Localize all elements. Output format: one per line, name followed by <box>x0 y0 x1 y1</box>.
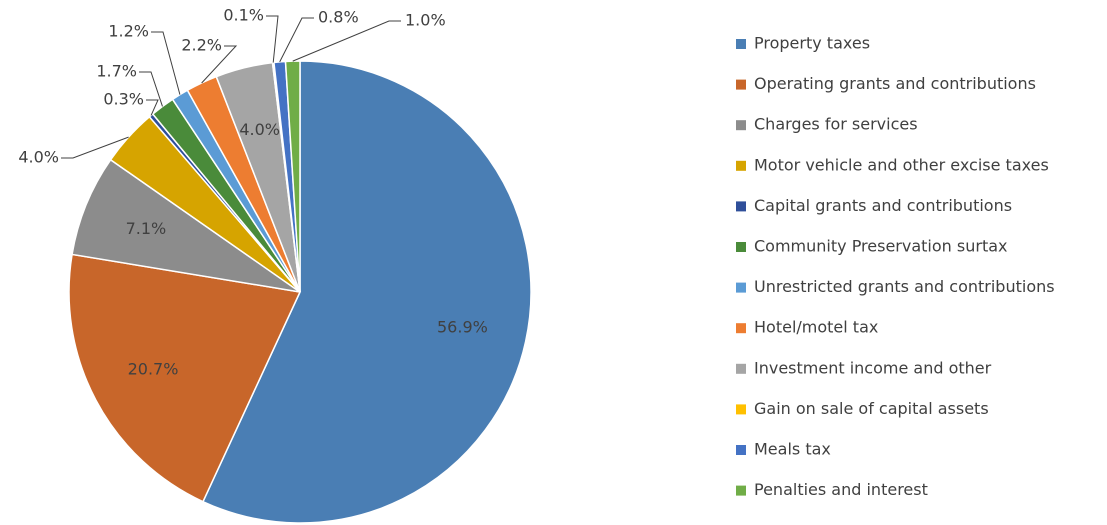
legend-swatch <box>736 242 746 252</box>
legend-swatch <box>736 201 746 212</box>
legend-swatch <box>736 160 746 171</box>
legend-swatch <box>736 39 746 49</box>
legend: Property taxes Operating grants and contr… <box>736 34 1055 499</box>
data-labels: 56.9% 20.7% 7.1% 4.0% 0.3% 1.7% 1.2% 2.2% 4.0% 0.… <box>18 6 487 379</box>
data-label: 1.0% <box>405 11 446 30</box>
legend-label: Property taxes <box>754 34 870 53</box>
data-label: 1.7% <box>96 62 137 81</box>
data-label: 4.0% <box>239 120 280 139</box>
pie-slice <box>68 253 302 503</box>
pie-slice <box>284 60 301 293</box>
data-label: 1.2% <box>108 22 149 41</box>
legend-swatch <box>736 363 746 374</box>
legend-label: Gain on sale of capital assets <box>754 399 989 418</box>
data-label: 2.2% <box>181 36 222 55</box>
pie-slice <box>201 60 532 524</box>
pie <box>68 60 532 524</box>
legend-label: Charges for services <box>754 115 918 134</box>
legend-swatch <box>736 79 746 90</box>
data-label: 56.9% <box>437 317 488 336</box>
legend-swatch <box>736 323 746 334</box>
data-label: 7.1% <box>126 219 167 238</box>
data-label: 20.7% <box>128 359 179 378</box>
legend-label: Motor vehicle and other excise taxes <box>754 155 1049 174</box>
legend-label: Investment income and other <box>754 358 992 377</box>
leader-line <box>146 99 159 116</box>
legend-swatch <box>736 404 746 415</box>
legend-label: Penalties and interest <box>754 480 928 499</box>
leader-line <box>266 15 279 63</box>
leader-line <box>279 17 314 63</box>
leader-line <box>151 31 181 95</box>
legend-swatch <box>736 282 746 293</box>
data-label: 0.8% <box>318 8 359 27</box>
data-label: 0.1% <box>223 6 264 25</box>
pie-slice <box>71 158 301 293</box>
data-label: 4.0% <box>18 148 59 167</box>
legend-swatch <box>736 485 746 496</box>
legend-label: Operating grants and contributions <box>754 74 1036 93</box>
leader-line <box>292 20 401 62</box>
leader-line <box>61 136 129 159</box>
legend-swatch <box>736 120 746 131</box>
legend-label: Unrestricted grants and contributions <box>754 277 1055 296</box>
legend-label: Capital grants and contributions <box>754 196 1012 215</box>
legend-label: Hotel/motel tax <box>754 318 878 337</box>
legend-label: Meals tax <box>754 440 831 459</box>
legend-swatch <box>736 445 746 455</box>
legend-label: Community Preservation surtax <box>754 237 1008 256</box>
leader-line <box>139 71 163 107</box>
leader-line <box>201 45 238 84</box>
data-label: 0.3% <box>103 90 144 109</box>
